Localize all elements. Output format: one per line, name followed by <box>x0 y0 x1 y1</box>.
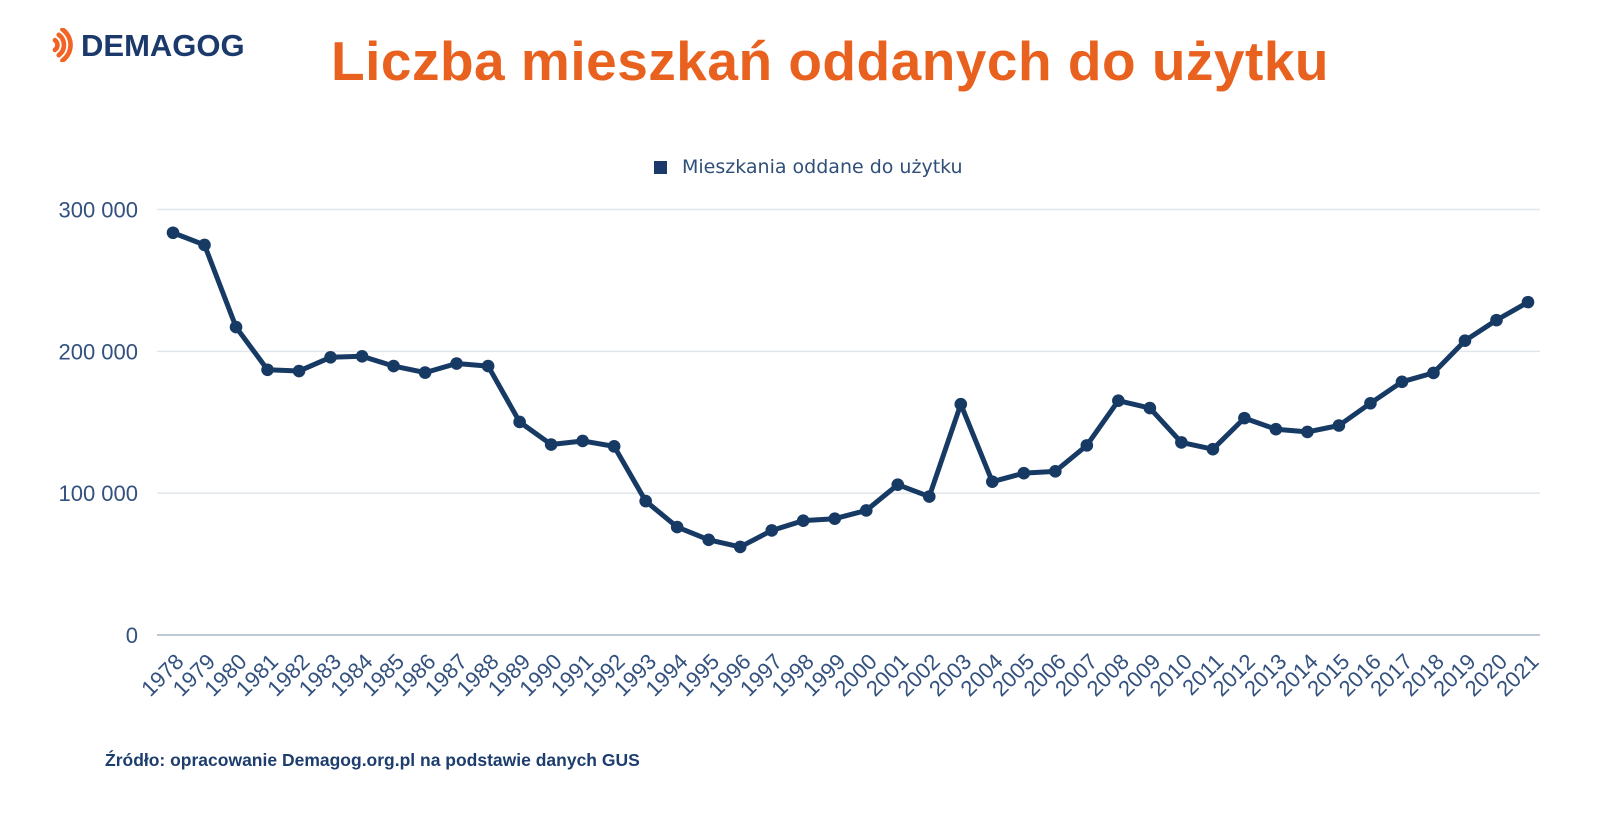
data-point-2021[interactable] <box>1521 295 1535 309</box>
data-point-1994[interactable] <box>670 520 684 534</box>
data-point-2015[interactable] <box>1332 419 1346 432</box>
legend-swatch-icon <box>654 160 667 174</box>
data-point-2020[interactable] <box>1490 313 1503 327</box>
data-point-1995[interactable] <box>702 533 715 547</box>
data-point-1982[interactable] <box>292 364 306 378</box>
data-point-2008[interactable] <box>1112 394 1125 407</box>
data-point-1996[interactable] <box>733 540 747 554</box>
data-point-2006[interactable] <box>1049 465 1062 478</box>
data-point-2018[interactable] <box>1427 366 1440 380</box>
data-point-1984[interactable] <box>355 349 369 363</box>
data-point-1985[interactable] <box>387 359 400 373</box>
data-point-2016[interactable] <box>1364 396 1377 410</box>
data-point-2013[interactable] <box>1269 422 1283 436</box>
data-point-1979[interactable] <box>198 238 211 252</box>
data-point-2017[interactable] <box>1395 375 1409 389</box>
data-point-2011[interactable] <box>1206 442 1220 456</box>
y-tick-label: 0 <box>126 623 138 648</box>
data-point-2003[interactable] <box>954 397 968 411</box>
data-point-1978[interactable] <box>166 226 180 240</box>
chart-title: Liczba mieszkań oddanych do użytku <box>330 30 1330 92</box>
data-point-1987[interactable] <box>450 357 463 370</box>
data-point-2002[interactable] <box>922 490 936 503</box>
data-point-1999[interactable] <box>828 512 842 525</box>
series-line <box>170 230 1531 550</box>
source-note: Źródło: opracowanie Demagog.org.pl na po… <box>105 750 640 770</box>
data-point-1997[interactable] <box>765 524 779 537</box>
data-point-2004[interactable] <box>986 475 999 488</box>
data-point-1992[interactable] <box>607 440 621 453</box>
data-point-2014[interactable] <box>1301 425 1314 439</box>
data-point-2005[interactable] <box>1017 466 1031 480</box>
data-point-1990[interactable] <box>544 438 558 451</box>
data-point-1988[interactable] <box>481 359 495 373</box>
demagog-logo: DEMAGOG <box>50 28 245 62</box>
data-point-1998[interactable] <box>796 514 810 527</box>
data-point-1980[interactable] <box>229 320 243 334</box>
y-tick-label: 100 000 <box>58 481 138 506</box>
legend-label: Mieszkania oddane do użytku <box>682 156 963 178</box>
data-point-2009[interactable] <box>1143 401 1157 415</box>
y-tick-label: 300 000 <box>58 198 138 223</box>
data-point-2007[interactable] <box>1080 439 1094 452</box>
data-point-2012[interactable] <box>1238 411 1251 425</box>
data-point-2019[interactable] <box>1458 334 1472 347</box>
data-point-1993[interactable] <box>639 494 652 508</box>
data-point-1981[interactable] <box>261 363 274 377</box>
sound-waves-icon <box>52 28 73 62</box>
data-point-2000[interactable] <box>859 504 873 517</box>
logo-brand-text: DEMAGOG <box>81 27 245 63</box>
data-point-1989[interactable] <box>513 415 526 429</box>
legend-item-mieszkania[interactable]: Mieszkania oddane do użytku <box>654 156 963 178</box>
data-point-2001[interactable] <box>891 478 905 491</box>
data-point-1991[interactable] <box>576 434 589 448</box>
data-point-1986[interactable] <box>418 366 432 379</box>
data-point-2010[interactable] <box>1175 436 1188 449</box>
y-tick-label: 200 000 <box>58 339 138 364</box>
data-point-1983[interactable] <box>324 350 337 364</box>
